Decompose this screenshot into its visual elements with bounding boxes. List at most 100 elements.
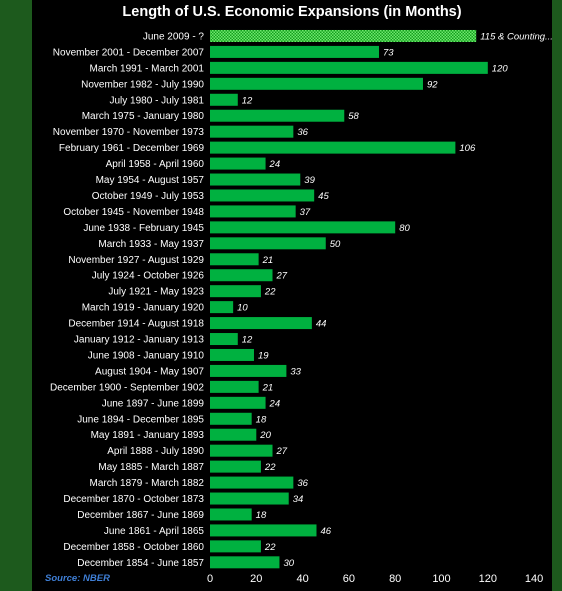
- bar: [210, 285, 261, 298]
- bar: [210, 508, 252, 521]
- value-label: 27: [276, 271, 288, 282]
- value-label: 39: [304, 175, 315, 186]
- category-label: July 1980 - July 1981: [109, 95, 204, 106]
- category-label: December 1914 - August 1918: [68, 319, 204, 330]
- bar: [210, 189, 315, 202]
- value-label: 36: [297, 127, 308, 138]
- value-label: 58: [348, 111, 359, 122]
- category-label: March 1991 - March 2001: [89, 63, 204, 74]
- value-label: 92: [427, 79, 438, 90]
- value-label: 46: [320, 526, 331, 537]
- category-label: December 1854 - June 1857: [77, 558, 204, 569]
- bar: [210, 380, 259, 393]
- category-label: October 1949 - July 1953: [92, 191, 205, 202]
- bar: [210, 540, 261, 553]
- value-label: 120: [492, 63, 509, 74]
- chart-title: Length of U.S. Economic Expansions (in M…: [122, 4, 462, 20]
- bar: [210, 221, 396, 234]
- category-label: June 2009 - ?: [143, 31, 205, 42]
- value-label: 24: [269, 398, 281, 409]
- bar: [210, 269, 273, 282]
- value-label: 22: [264, 542, 276, 553]
- category-label: December 1900 - September 1902: [50, 382, 204, 393]
- category-label: April 1958 - April 1960: [106, 159, 205, 170]
- value-label: 22: [264, 462, 276, 473]
- value-label: 12: [242, 95, 253, 106]
- x-tick-label: 140: [525, 573, 543, 585]
- value-label: 34: [293, 494, 304, 505]
- chart-frame: Length of U.S. Economic Expansions (in M…: [32, 0, 552, 591]
- x-tick-label: 100: [432, 573, 450, 585]
- category-label: July 1924 - October 1926: [92, 271, 205, 282]
- x-tick-label: 120: [479, 573, 497, 585]
- bar: [210, 109, 345, 122]
- category-label: May 1885 - March 1887: [98, 462, 204, 473]
- value-label: 20: [259, 430, 271, 441]
- value-label: 12: [242, 335, 253, 346]
- bar: [210, 317, 312, 330]
- category-label: June 1861 - April 1865: [104, 526, 205, 537]
- value-label: 50: [330, 239, 341, 250]
- value-label: 24: [269, 159, 281, 170]
- value-label: 37: [300, 207, 311, 218]
- value-label: 18: [256, 414, 267, 425]
- bar: [210, 524, 317, 537]
- x-tick-label: 60: [343, 573, 355, 585]
- category-label: June 1897 - June 1899: [102, 398, 205, 409]
- category-label: July 1921 - May 1923: [108, 287, 204, 298]
- category-label: December 1858 - October 1860: [63, 542, 204, 553]
- x-tick-label: 20: [250, 573, 262, 585]
- category-label: March 1919 - January 1920: [82, 303, 205, 314]
- value-label: 45: [318, 191, 329, 202]
- value-label: 36: [297, 478, 308, 489]
- category-label: October 1945 - November 1948: [63, 207, 204, 218]
- value-label: 115 & Counting...: [480, 31, 552, 42]
- bar: [210, 61, 488, 74]
- bar: [210, 157, 266, 170]
- category-label: November 1970 - November 1973: [53, 127, 205, 138]
- category-label: March 1879 - March 1882: [89, 478, 204, 489]
- bar: [210, 492, 289, 505]
- category-label: June 1938 - February 1945: [83, 223, 204, 234]
- category-label: April 1888 - July 1890: [107, 446, 204, 457]
- category-label: December 1870 - October 1873: [63, 494, 204, 505]
- bar: [210, 125, 294, 138]
- value-label: 10: [237, 303, 248, 314]
- bar: [210, 348, 254, 361]
- source-note: Source: NBER: [45, 573, 110, 584]
- category-label: December 1867 - June 1869: [77, 510, 204, 521]
- x-tick-label: 0: [207, 573, 213, 585]
- category-label: November 1927 - August 1929: [68, 255, 204, 266]
- bar: [210, 476, 294, 489]
- bar: [210, 428, 257, 441]
- value-label: 44: [316, 319, 327, 330]
- x-tick-label: 40: [296, 573, 308, 585]
- category-label: November 1982 - July 1990: [81, 79, 204, 90]
- bar: [210, 237, 326, 250]
- value-label: 73: [383, 47, 394, 58]
- category-label: November 2001 - December 2007: [53, 47, 205, 58]
- bar: [210, 333, 238, 346]
- bar-chart: June 2009 - ? 115 & Counting... November 2…: [50, 29, 552, 585]
- value-label: 19: [258, 350, 269, 361]
- bar: [210, 396, 266, 409]
- bar-current-expansion: [210, 29, 477, 42]
- value-label: 21: [262, 382, 274, 393]
- x-tick-label: 80: [389, 573, 401, 585]
- bar: [210, 45, 379, 58]
- bar: [210, 253, 259, 266]
- bar: [210, 444, 273, 457]
- category-label: May 1954 - August 1957: [96, 175, 205, 186]
- category-label: March 1975 - January 1980: [82, 111, 205, 122]
- bar: [210, 141, 456, 154]
- bar: [210, 556, 280, 569]
- bar: [210, 77, 423, 90]
- bar: [210, 301, 234, 314]
- category-label: May 1891 - January 1893: [91, 430, 205, 441]
- category-label: January 1912 - January 1913: [74, 335, 205, 346]
- value-label: 21: [262, 255, 274, 266]
- bar: [210, 364, 287, 377]
- value-label: 18: [256, 510, 267, 521]
- value-label: 22: [264, 287, 276, 298]
- bar: [210, 93, 238, 106]
